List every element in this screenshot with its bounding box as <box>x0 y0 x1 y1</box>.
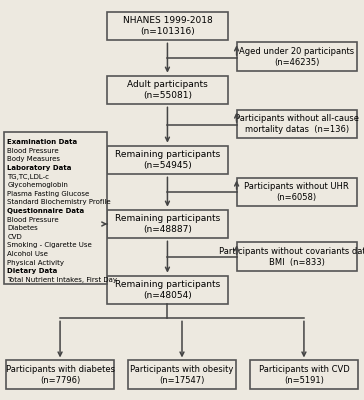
Text: Participants without all-cause
mortality datas  (n=136): Participants without all-cause mortality… <box>235 114 359 134</box>
Text: Remaining participants
(n=48054): Remaining participants (n=48054) <box>115 280 220 300</box>
Text: Dietary Data: Dietary Data <box>7 268 58 274</box>
Text: Participants with CVD
(n=5191): Participants with CVD (n=5191) <box>258 365 349 385</box>
FancyBboxPatch shape <box>107 76 228 104</box>
Text: Remaining participants
(n=48887): Remaining participants (n=48887) <box>115 214 220 234</box>
Text: Body Measures: Body Measures <box>7 156 60 162</box>
Text: Alcohol Use: Alcohol Use <box>7 251 48 257</box>
FancyBboxPatch shape <box>7 360 114 389</box>
Text: Adult participants
(n=55081): Adult participants (n=55081) <box>127 80 208 100</box>
FancyBboxPatch shape <box>128 360 236 389</box>
Text: CVD: CVD <box>7 234 22 240</box>
Text: Participants with obesity
(n=17547): Participants with obesity (n=17547) <box>130 365 234 385</box>
FancyBboxPatch shape <box>107 12 228 40</box>
Text: Standard Biochemistry Profile: Standard Biochemistry Profile <box>7 200 111 206</box>
FancyBboxPatch shape <box>237 42 357 71</box>
Text: Glycohemoglobin: Glycohemoglobin <box>7 182 68 188</box>
FancyBboxPatch shape <box>237 110 357 138</box>
Text: Plasma Fasting Glucose: Plasma Fasting Glucose <box>7 191 90 197</box>
FancyBboxPatch shape <box>250 360 357 389</box>
Text: Participants without covariants data:
BMI  (n=833): Participants without covariants data: BM… <box>219 247 364 267</box>
Text: Blood Pressure: Blood Pressure <box>7 148 59 154</box>
FancyBboxPatch shape <box>107 146 228 174</box>
Text: Smoking - Cigarette Use: Smoking - Cigarette Use <box>7 242 92 248</box>
FancyBboxPatch shape <box>4 132 107 284</box>
FancyBboxPatch shape <box>107 276 228 304</box>
Text: Laboratory Data: Laboratory Data <box>7 165 72 171</box>
Text: Questionnaire Data: Questionnaire Data <box>7 208 84 214</box>
Text: NHANES 1999-2018
(n=101316): NHANES 1999-2018 (n=101316) <box>123 16 212 36</box>
Text: TG,TC,LDL-c: TG,TC,LDL-c <box>7 174 49 180</box>
Text: Aged under 20 participants
(n=46235): Aged under 20 participants (n=46235) <box>239 47 354 67</box>
Text: Total Nutrient Intakes, First Day: Total Nutrient Intakes, First Day <box>7 277 117 283</box>
Text: Diabetes: Diabetes <box>7 225 38 231</box>
Text: Examination Data: Examination Data <box>7 139 78 145</box>
Text: Physical Activity: Physical Activity <box>7 260 64 266</box>
FancyBboxPatch shape <box>237 242 357 271</box>
FancyBboxPatch shape <box>237 178 357 206</box>
Text: Remaining participants
(n=54945): Remaining participants (n=54945) <box>115 150 220 170</box>
Text: Blood Pressure: Blood Pressure <box>7 217 59 222</box>
Text: Participants with diabetes
(n=7796): Participants with diabetes (n=7796) <box>5 365 115 385</box>
Text: Participants without UHR
(n=6058): Participants without UHR (n=6058) <box>244 182 349 202</box>
FancyBboxPatch shape <box>107 210 228 238</box>
